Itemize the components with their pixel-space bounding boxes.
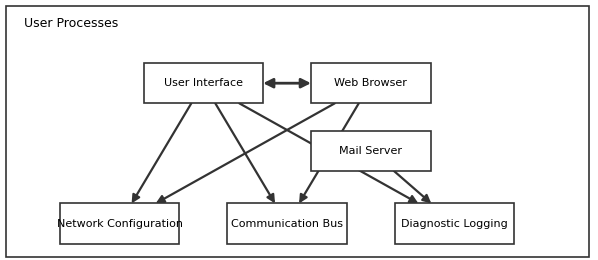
FancyArrowPatch shape bbox=[239, 103, 416, 202]
Bar bbox=[311, 131, 431, 171]
Text: Communication Bus: Communication Bus bbox=[231, 219, 343, 229]
FancyArrowPatch shape bbox=[300, 103, 359, 201]
Bar bbox=[311, 63, 431, 103]
Text: Diagnostic Logging: Diagnostic Logging bbox=[401, 219, 508, 229]
Text: Mail Server: Mail Server bbox=[339, 146, 402, 156]
FancyArrowPatch shape bbox=[266, 79, 308, 87]
Bar bbox=[395, 203, 514, 244]
Bar bbox=[144, 63, 263, 103]
FancyArrowPatch shape bbox=[215, 103, 274, 201]
FancyArrowPatch shape bbox=[394, 171, 429, 202]
Text: User Processes: User Processes bbox=[24, 17, 118, 30]
FancyArrowPatch shape bbox=[158, 103, 335, 202]
Text: Web Browser: Web Browser bbox=[334, 78, 407, 88]
Bar bbox=[227, 203, 347, 244]
FancyArrowPatch shape bbox=[133, 103, 191, 201]
Text: Network Configuration: Network Configuration bbox=[57, 219, 182, 229]
Bar bbox=[60, 203, 179, 244]
Text: User Interface: User Interface bbox=[164, 78, 243, 88]
